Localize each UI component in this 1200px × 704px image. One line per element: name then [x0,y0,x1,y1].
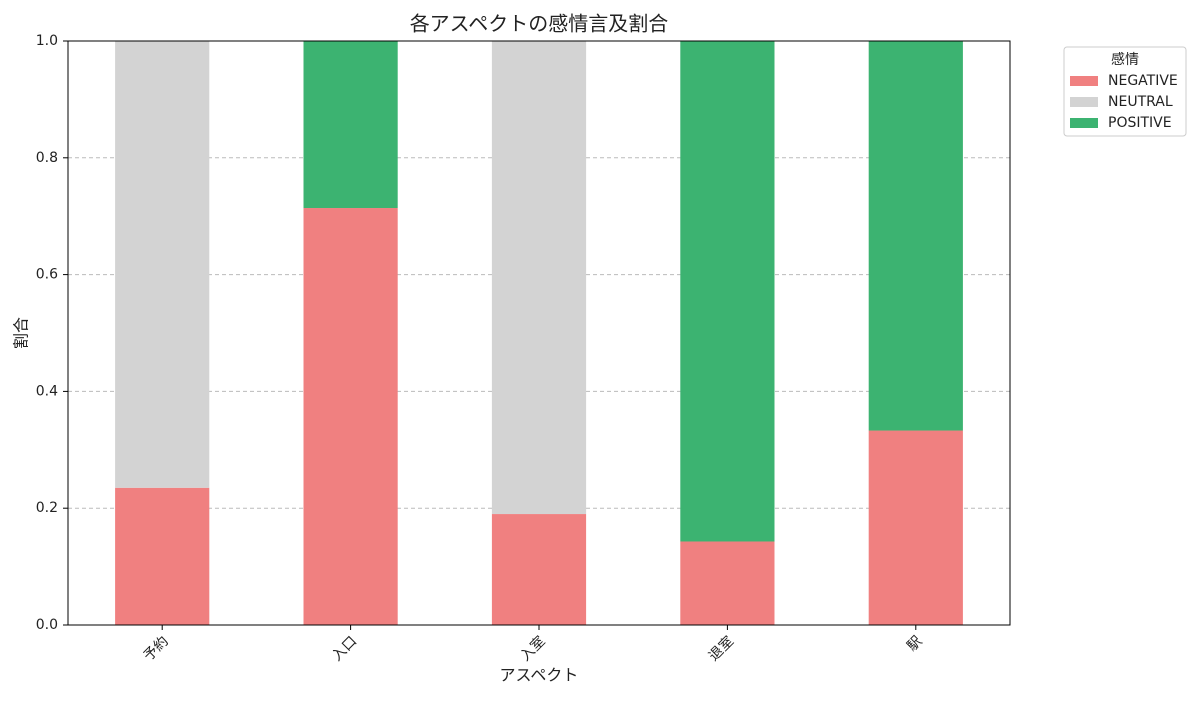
bar-segment [868,430,963,625]
plot-frame [67,40,1011,626]
y-tick-label: 0.2 [36,500,58,516]
y-tick-label: 0.6 [36,267,58,283]
bar-segment [491,514,587,625]
bar-segment [115,41,210,488]
legend-label: POSITIVE [1108,115,1172,131]
x-tick-label: 入口 [329,633,360,664]
x-tick-label: 退室 [705,633,737,665]
bar-segment [303,41,398,209]
x-tick-label: 予約 [141,633,172,664]
legend-swatch [1070,97,1098,107]
bar-segment [115,487,210,625]
legend-box [1063,46,1187,137]
bar-segment [868,41,963,431]
bar-segment [680,41,775,542]
chart-title: 各アスペクトの感情言及割合 [410,12,669,36]
y-axis-label: 割合 [12,317,31,349]
y-tick-label: 1.0 [36,33,58,49]
bar-segment [303,208,398,626]
legend-title: 感情 [1111,51,1139,68]
legend-label: NEGATIVE [1108,73,1178,89]
legend-label: NEUTRAL [1108,94,1173,110]
x-tick-label: 駅 [904,633,925,654]
x-axis-label: アスペクト [500,666,579,685]
bar-segment [680,541,775,625]
bar-segment [491,41,587,515]
y-tick-label: 0.8 [36,150,58,166]
y-tick-label: 0.4 [36,383,58,399]
legend-swatch [1070,118,1098,128]
y-tick-label: 0.0 [36,617,58,633]
x-tick-label: 入室 [517,633,549,665]
legend-swatch [1070,76,1098,86]
